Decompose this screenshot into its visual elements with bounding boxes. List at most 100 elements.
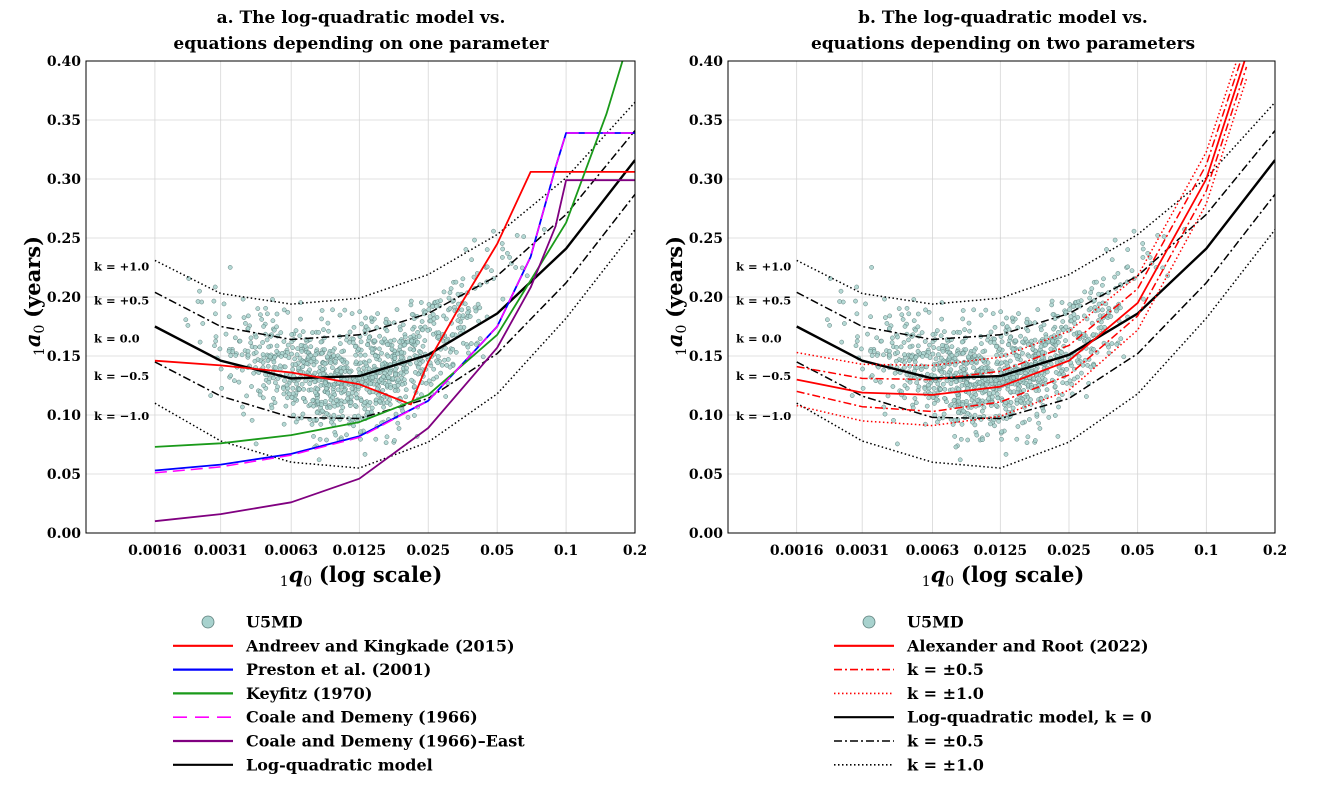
data-point [327, 405, 333, 410]
data-point [1088, 349, 1094, 355]
data-point [975, 398, 980, 403]
data-point [261, 383, 266, 388]
data-point [245, 325, 251, 331]
y-tick-label: 0.15 [689, 349, 723, 365]
data-point [309, 422, 315, 427]
data-point [926, 395, 932, 401]
data-point [998, 309, 1004, 315]
data-point [363, 360, 369, 366]
data-point [883, 315, 888, 320]
x-tick-label: 0.05 [1121, 543, 1155, 559]
data-point [838, 288, 844, 294]
data-point [261, 324, 266, 329]
panel-b-title-line2: equations depending on two parameters [811, 34, 1195, 54]
data-point [1155, 233, 1161, 238]
legend-label: k = ±1.0 [907, 684, 984, 703]
data-point [1022, 336, 1028, 342]
data-point [971, 365, 976, 370]
data-point [1041, 408, 1046, 414]
data-point [1088, 290, 1094, 295]
data-point [300, 364, 306, 369]
data-point [221, 301, 227, 307]
data-point [974, 432, 980, 438]
data-point [252, 344, 258, 350]
data-point [431, 366, 437, 372]
data-point [1014, 401, 1020, 406]
data-point [967, 328, 972, 334]
data-point [1060, 319, 1066, 324]
data-point [1061, 327, 1066, 333]
data-point [984, 382, 989, 387]
data-point [505, 250, 510, 256]
data-point [426, 378, 432, 384]
data-point [1004, 324, 1010, 329]
x-tick-label: 0.0063 [906, 543, 960, 559]
data-point [359, 379, 365, 385]
data-point [458, 325, 463, 330]
k-label: k = −0.5 [736, 369, 791, 383]
data-point [1055, 434, 1061, 439]
data-point [239, 352, 245, 358]
data-point [963, 347, 969, 353]
series-line-ar_0 [796, 61, 1246, 396]
data-point [311, 417, 317, 423]
data-point [395, 420, 401, 426]
data-point [500, 296, 506, 302]
y-tick-label: 0.25 [689, 231, 723, 247]
data-point [311, 403, 316, 409]
data-point [379, 339, 384, 345]
data-point [1095, 307, 1101, 313]
data-point [384, 400, 390, 405]
data-point [387, 370, 393, 376]
data-point [232, 335, 238, 341]
data-point [924, 403, 930, 409]
data-point [253, 350, 259, 355]
data-point [431, 321, 437, 326]
data-point [953, 444, 959, 450]
data-point [472, 237, 477, 243]
data-point [881, 352, 886, 358]
data-point [942, 329, 947, 334]
data-point [1051, 326, 1056, 332]
data-point [330, 365, 335, 370]
data-point [473, 308, 479, 314]
x-tick-label: 0.0031 [835, 543, 889, 559]
data-point [245, 348, 251, 354]
data-point [972, 412, 978, 418]
data-point [1033, 367, 1039, 372]
data-point [1071, 312, 1077, 317]
data-point [357, 309, 363, 315]
data-point [941, 364, 947, 369]
data-point [1068, 360, 1074, 366]
data-point [854, 311, 860, 317]
data-point [265, 363, 271, 369]
data-point [430, 312, 436, 317]
data-point [270, 318, 276, 324]
data-point [366, 335, 372, 340]
data-point [395, 383, 401, 388]
data-point [365, 342, 370, 348]
data-point [312, 370, 318, 376]
data-point [477, 336, 483, 342]
data-point [960, 350, 966, 356]
data-point [1043, 342, 1048, 348]
data-point [983, 399, 989, 405]
data-point [277, 363, 283, 369]
data-point [368, 381, 374, 387]
data-point [344, 432, 349, 438]
data-point [1071, 376, 1077, 382]
data-point [325, 390, 331, 396]
data-point [1010, 315, 1015, 321]
data-point [1024, 440, 1030, 446]
data-point [237, 338, 243, 344]
data-point [960, 308, 966, 313]
data-point [265, 311, 270, 317]
data-point [285, 342, 291, 348]
data-point [935, 381, 941, 387]
data-point [228, 353, 234, 358]
data-point [484, 247, 490, 252]
data-point [926, 309, 932, 315]
data-point [450, 332, 455, 337]
data-point [1101, 276, 1106, 282]
data-point [359, 321, 364, 327]
